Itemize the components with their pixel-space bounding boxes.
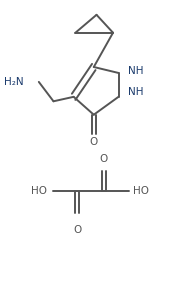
- Text: O: O: [100, 154, 108, 164]
- Text: HO: HO: [133, 186, 149, 196]
- Text: NH: NH: [128, 87, 143, 97]
- Text: NH: NH: [128, 67, 143, 76]
- Text: O: O: [90, 137, 98, 147]
- Text: HO: HO: [31, 186, 47, 196]
- Text: H₂N: H₂N: [4, 77, 23, 87]
- Text: O: O: [73, 225, 82, 235]
